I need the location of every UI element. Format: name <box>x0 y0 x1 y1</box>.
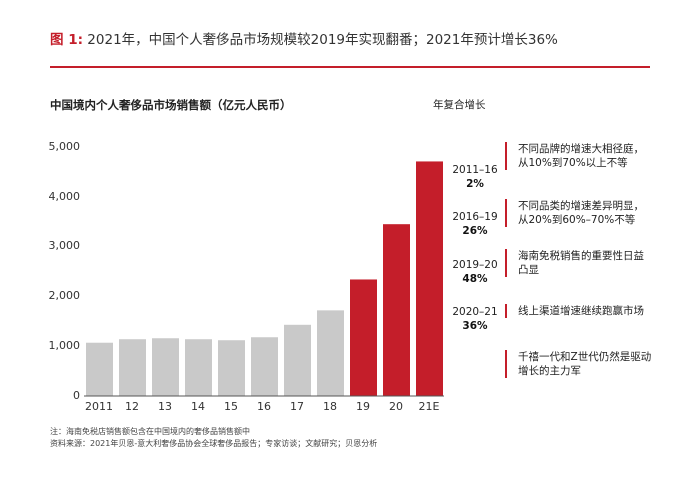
x-tick-label: 14 <box>191 400 205 413</box>
cagr-item: 2011–16 2% <box>443 163 507 191</box>
note-line: 从20%到60%–70%不等 <box>518 214 636 226</box>
note-line: 不同品类的增速差异明显， <box>518 200 644 212</box>
y-tick-label: 2,000 <box>48 289 81 302</box>
x-tick-label: 2011 <box>85 400 113 413</box>
insight-note: 不同品牌的增速大相径庭， 从10%到70%以上不等 <box>505 142 678 170</box>
footnote-source: 资料来源：2021年贝恩-意大利奢侈品协会全球奢侈品报告；专家访谈；文献研究；贝… <box>50 439 378 448</box>
cagr-item: 2016–19 26% <box>443 210 507 238</box>
cagr-item: 2019–20 48% <box>443 258 507 286</box>
cagr-period: 2016–19 <box>452 211 498 223</box>
bar-19 <box>350 279 377 396</box>
cagr-rate: 2% <box>466 178 484 190</box>
figure-title: 图 1: 2021年，中国个人奢侈品市场规模较2019年实现翻番；2021年预计… <box>50 28 558 48</box>
bar-18 <box>317 310 344 396</box>
y-tick-label: 1,000 <box>48 339 81 352</box>
insight-note: 海南免税销售的重要性日益 凸显 <box>505 249 678 277</box>
x-tick-label: 12 <box>125 400 139 413</box>
x-tick-label: 19 <box>356 400 370 413</box>
bar-17 <box>284 324 311 396</box>
insight-note: 线上渠道增速继续跑赢市场 <box>505 304 678 318</box>
bar-group <box>86 161 443 396</box>
bar-15 <box>218 340 245 396</box>
cagr-rate: 36% <box>462 320 488 332</box>
x-tick-label: 13 <box>158 400 172 413</box>
bar-2011 <box>86 342 113 396</box>
y-tick-label: 5,000 <box>48 140 81 153</box>
x-tick-label: 16 <box>257 400 271 413</box>
cagr-item: 2020–21 36% <box>443 305 507 333</box>
y-tick-label: 0 <box>73 389 80 402</box>
note-line: 增长的主力军 <box>518 365 581 377</box>
bar-14 <box>185 339 212 396</box>
note-line: 千禧一代和Z世代仍然是驱动 <box>518 351 652 363</box>
y-tick-label: 4,000 <box>48 190 81 203</box>
note-line: 从10%到70%以上不等 <box>518 157 628 169</box>
note-line: 凸显 <box>518 264 539 276</box>
cagr-header: 年复合增长 <box>433 99 486 111</box>
cagr-period: 2019–20 <box>452 259 498 271</box>
y-tick-label: 3,000 <box>48 239 81 252</box>
note-line: 线上渠道增速继续跑赢市场 <box>518 305 644 317</box>
chart-title: 中国境内个人奢侈品市场销售额（亿元人民币） <box>50 98 292 112</box>
title-divider <box>50 66 650 68</box>
x-tick-label: 20 <box>389 400 403 413</box>
insight-note: 千禧一代和Z世代仍然是驱动 增长的主力军 <box>505 350 678 378</box>
figure-label: 图 1: <box>50 32 83 48</box>
insight-note: 不同品类的增速差异明显， 从20%到60%–70%不等 <box>505 199 678 227</box>
x-tick-label: 21E <box>418 400 440 413</box>
note-line: 不同品牌的增速大相径庭， <box>518 143 644 155</box>
cagr-rate: 48% <box>462 273 488 285</box>
bar-13 <box>152 338 179 396</box>
bar-16 <box>251 337 278 396</box>
cagr-period: 2020–21 <box>452 306 498 318</box>
bar-12 <box>119 339 146 396</box>
cagr-rate: 26% <box>462 225 488 237</box>
note-line: 海南免税销售的重要性日益 <box>518 250 644 262</box>
figure-title-text: 2021年，中国个人奢侈品市场规模较2019年实现翻番；2021年预计增长36% <box>87 32 558 48</box>
cagr-period: 2011–16 <box>452 164 498 176</box>
bar-20 <box>383 224 410 396</box>
footnote-note: 注：海南免税店销售额包含在中国境内的奢侈品销售额中 <box>50 427 250 436</box>
x-tick-label: 15 <box>224 400 238 413</box>
x-tick-label: 18 <box>323 400 337 413</box>
x-tick-label: 17 <box>290 400 304 413</box>
bar-21E <box>416 161 443 396</box>
